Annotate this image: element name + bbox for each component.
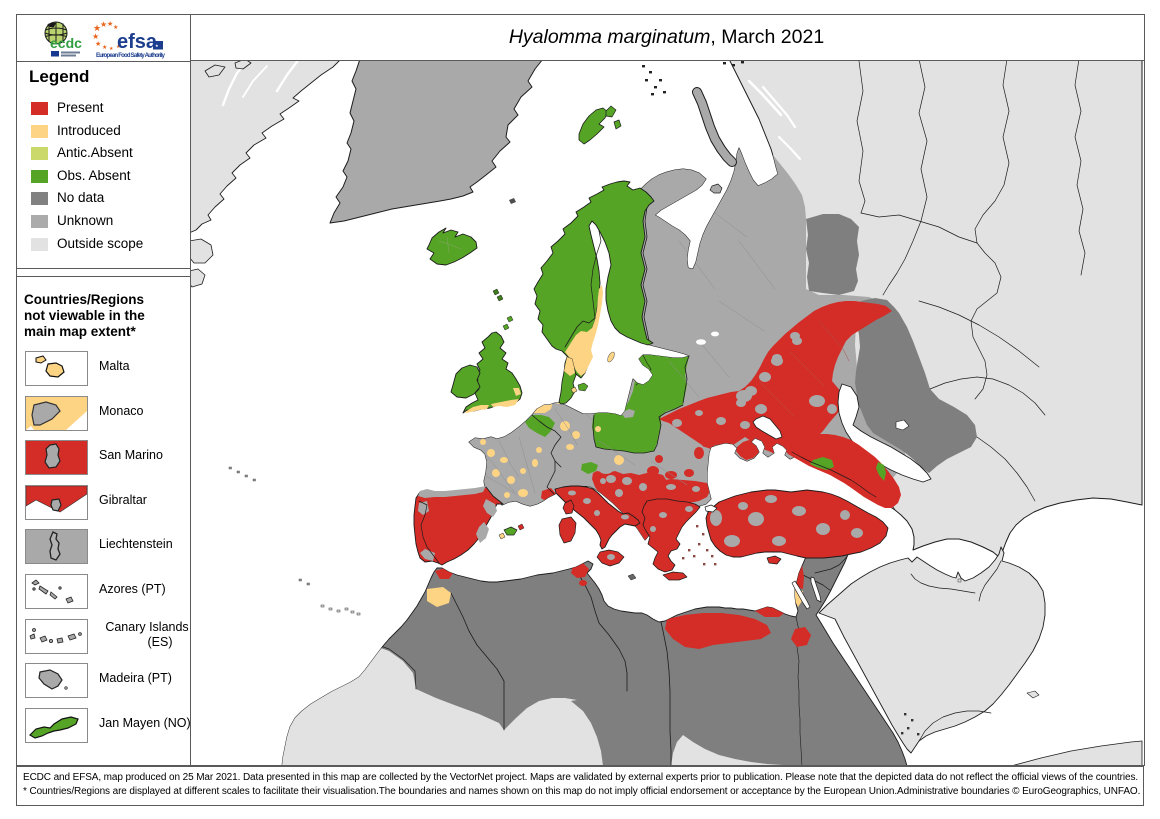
svg-text:★: ★: [116, 44, 121, 50]
svg-text:ecdc: ecdc: [50, 35, 82, 51]
svg-text:★: ★: [93, 23, 101, 33]
svg-text:★: ★: [95, 40, 101, 48]
svg-text:★: ★: [109, 46, 114, 52]
svg-text:★: ★: [155, 43, 159, 48]
svg-text:efsa: efsa: [117, 31, 158, 53]
svg-text:★: ★: [92, 32, 99, 41]
svg-text:★: ★: [102, 44, 107, 51]
svg-text:★: ★: [100, 20, 107, 29]
svg-text:European Food Safety Authority: European Food Safety Authority: [96, 53, 166, 59]
svg-text:★: ★: [107, 20, 113, 28]
svg-text:★: ★: [113, 24, 118, 31]
